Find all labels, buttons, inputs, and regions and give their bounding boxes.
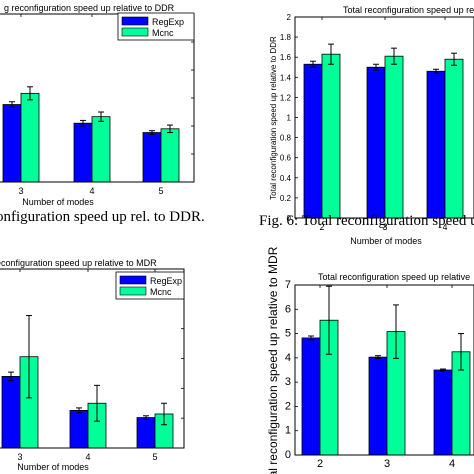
plot-frame [294, 16, 474, 219]
x-tick-label-3: 3 [18, 186, 23, 196]
y-tick-label-0.8: 0.8 [280, 134, 292, 143]
plot-frame [0, 13, 195, 183]
x-tick-label-4: 4 [89, 186, 94, 196]
chart-title: g reconfiguration speed up relative to D… [4, 3, 175, 13]
figure-caption-right: Fig. 6: Total reconfiguration speed up [259, 213, 474, 229]
legend-label-mcnc: Mcnc [152, 28, 174, 38]
bar-mcnc-4 [451, 351, 471, 456]
x-tick-label-5: 5 [152, 452, 157, 462]
legend-swatch-mcnc [119, 286, 147, 296]
y-tick-label-1.8: 1.8 [280, 33, 292, 42]
plot-frame [0, 268, 185, 449]
x-tick-label-2: 2 [317, 458, 323, 470]
y-tick-label-1.2: 1.2 [280, 93, 292, 102]
y-tick-label-5: 5 [285, 328, 291, 340]
legend-label-mcnc: Mcnc [150, 287, 172, 297]
bar-mcnc-3 [20, 92, 40, 183]
bar-regexp-5 [136, 417, 156, 449]
bar-mcnc-5 [154, 413, 174, 449]
chart-title: Total reconfiguration speed up relative … [343, 5, 474, 15]
y-tick-label-0.4: 0.4 [280, 174, 292, 183]
bar-regexp-2 [301, 337, 321, 456]
x-tick-label-4: 4 [85, 452, 90, 462]
x-tick-label-3: 3 [17, 452, 22, 462]
y-tick-label-1.6: 1.6 [280, 53, 292, 62]
x-axis-label: Number of modes [22, 197, 94, 207]
y-tick-label-3: 3 [285, 376, 291, 388]
bar-mcnc-4 [444, 58, 464, 219]
bar-regexp-3 [1, 375, 21, 449]
legend-swatch-regexp [119, 275, 147, 285]
bar-mcnc-5 [160, 128, 180, 183]
bar-mcnc-4 [91, 116, 111, 183]
legend-box [117, 12, 195, 41]
legend-swatch-regexp [121, 16, 149, 26]
bar-regexp-4 [69, 410, 89, 449]
y-tick-label-0.2: 0.2 [280, 194, 292, 203]
figure-caption-left: onfiguration speed up rel. to DDR. [0, 209, 205, 225]
bar-mcnc-3 [19, 356, 39, 449]
y-axis-label: Total reconfiguration speed up relative … [266, 246, 280, 474]
y-tick-label-7: 7 [285, 279, 291, 291]
x-axis-label: Number of modes [17, 462, 89, 472]
plot-frame [294, 284, 474, 456]
y-tick-label-2: 2 [287, 13, 292, 22]
y-tick-label-1.4: 1.4 [280, 73, 292, 82]
y-tick-label-2: 2 [285, 400, 291, 412]
bar-mcnc-3 [386, 331, 406, 456]
bar-regexp-4 [73, 122, 93, 183]
x-tick-label-4: 4 [449, 458, 455, 470]
bar-regexp-3 [368, 356, 388, 456]
legend-label-regexp: RegExp [150, 276, 182, 286]
bar-regexp-4 [426, 70, 446, 219]
bar-regexp-3 [2, 104, 22, 183]
bar-regexp-4 [433, 369, 453, 456]
x-axis-label: Number of modes [350, 236, 422, 246]
x-tick-label-3: 3 [384, 458, 390, 470]
legend-swatch-mcnc [121, 27, 149, 37]
y-tick-label-0.6: 0.6 [280, 154, 292, 163]
bar-regexp-5 [142, 132, 162, 183]
chart-title: Total reconfiguration speed up relative [318, 272, 470, 282]
y-tick-label-1: 1 [287, 114, 292, 123]
legend-label-regexp: RegExp [152, 17, 184, 27]
x-tick-label-5: 5 [158, 186, 163, 196]
chart-title: econfiguration speed up relative to MDR [0, 258, 157, 268]
bar-regexp-2 [303, 63, 323, 219]
y-tick-label-4: 4 [285, 352, 291, 364]
y-axis-label: Total reconfiguration speed up relative … [269, 36, 278, 200]
bar-mcnc-3 [384, 55, 404, 219]
bar-mcnc-2 [319, 319, 339, 456]
bar-regexp-3 [366, 66, 386, 219]
y-tick-label-0: 0 [285, 449, 291, 461]
bar-mcnc-4 [87, 402, 107, 449]
bar-mcnc-2 [321, 53, 341, 219]
y-tick-label-6: 6 [285, 303, 291, 315]
legend-box [115, 271, 185, 300]
y-tick-label-1: 1 [285, 425, 291, 437]
